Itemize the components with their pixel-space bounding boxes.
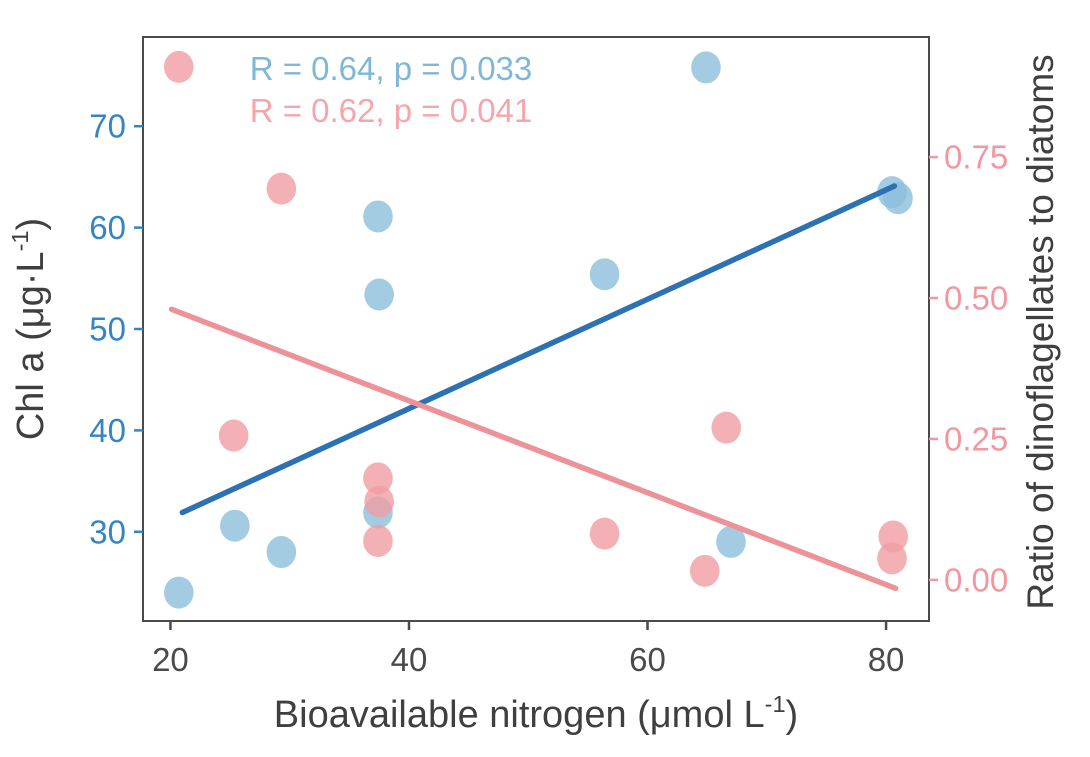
chl-a-point <box>266 536 297 569</box>
ratio-point <box>363 524 393 557</box>
chl-a-point <box>364 278 394 311</box>
x-axis-tick-label: 60 <box>629 641 666 678</box>
chl-a-point <box>691 51 721 84</box>
ratio-point <box>689 554 720 587</box>
x-axis-title: Bioavailable nitrogen (μmol L-1) <box>274 691 798 736</box>
axis-ticks: 20 40 60 80 30 40 50 60 70 0.00 0.25 0.50 0.75 <box>89 108 1008 678</box>
ratio-point <box>218 419 249 452</box>
y-right-tick-label: 0.25 <box>944 420 1008 457</box>
x-axis-tick-label: 80 <box>868 641 905 678</box>
chl-a-point <box>589 258 620 291</box>
chl-a-point <box>220 509 250 542</box>
x-axis-tick-label: 20 <box>152 641 189 678</box>
correlation-annotation-ratio: R = 0.62, p = 0.041 <box>250 92 533 129</box>
chl-a-point <box>163 576 194 609</box>
axis-titles: Bioavailable nitrogen (μmol L-1) Chl a (μ… <box>7 54 1061 736</box>
y-left-tick-label: 70 <box>89 108 126 145</box>
x-axis-tick-label: 40 <box>391 641 428 678</box>
y-right-tick-label: 0.50 <box>944 279 1008 316</box>
ratio-point <box>877 542 907 575</box>
y-left-tick-label: 60 <box>89 209 126 246</box>
plot-panel <box>142 36 930 622</box>
ratio-point <box>711 411 742 444</box>
ratio-point <box>266 172 297 205</box>
regression-lines <box>168 183 899 592</box>
ratio-point <box>163 50 194 83</box>
y-left-tick-label: 50 <box>89 311 126 348</box>
correlation-annotation-chl-a: R = 0.64, p = 0.033 <box>250 50 533 87</box>
ratio-point <box>363 462 393 495</box>
y-right-tick-label: 0.75 <box>944 139 1008 176</box>
ratio-point <box>364 485 394 518</box>
right-axis-title: Ratio of dinoflagellates to diatoms <box>1020 54 1061 609</box>
y-left-tick-label: 30 <box>89 513 126 550</box>
ratio-regression-line <box>168 306 899 592</box>
y-right-tick-label: 0.00 <box>944 561 1008 598</box>
y-left-tick-label: 40 <box>89 412 126 449</box>
chl-a-point <box>363 200 393 233</box>
left-axis-title: Chl a (μg·L-1) <box>7 218 52 440</box>
ratio-point <box>589 517 620 550</box>
data-points <box>163 50 913 609</box>
chl-a-point <box>716 525 746 558</box>
chl-a-regression-line <box>179 183 898 516</box>
